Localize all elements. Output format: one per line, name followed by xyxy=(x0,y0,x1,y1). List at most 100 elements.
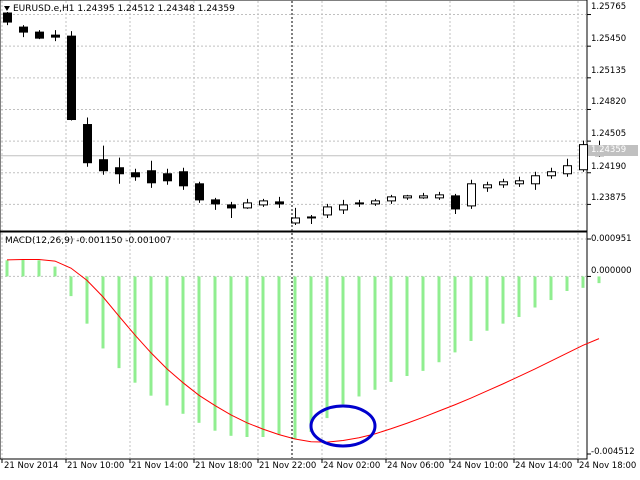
candle-body xyxy=(547,171,556,177)
candle-body xyxy=(115,167,124,175)
price-label: 1.24190 xyxy=(591,162,627,172)
price-label: 1.25135 xyxy=(591,66,627,76)
candle-body xyxy=(307,216,316,219)
symbol-line: EURUSD.e,H1 1.24395 1.24512 1.24348 1.24… xyxy=(13,4,235,14)
histogram-bar xyxy=(357,276,361,397)
candle-body xyxy=(371,200,380,205)
candle-body xyxy=(147,170,156,184)
candle-body xyxy=(19,26,28,33)
histogram-bar xyxy=(117,276,121,369)
macd-level-label: 0.000000 xyxy=(591,266,632,276)
time-label: 24 Nov 14:00 xyxy=(515,461,573,471)
macd-level-label: -0.004512 xyxy=(591,447,635,457)
histogram-bar xyxy=(21,259,25,277)
histogram-bar xyxy=(501,276,505,324)
candle-body xyxy=(211,199,220,205)
time-label: 21 Nov 22:00 xyxy=(259,461,317,471)
histogram-bar xyxy=(165,276,169,406)
histogram-bar xyxy=(469,276,473,341)
macd-panel-title: MACD(12,26,9) -0.001150 -0.001007 xyxy=(5,236,172,246)
histogram-bar xyxy=(485,276,489,331)
histogram-bar xyxy=(245,276,249,437)
time-label: 24 Nov 02:00 xyxy=(323,461,381,471)
histogram-bar xyxy=(533,276,537,308)
histogram-bar xyxy=(341,276,345,405)
chart-menu-arrow-icon[interactable] xyxy=(4,6,10,11)
candle-body xyxy=(243,202,252,209)
time-label: 21 Nov 18:00 xyxy=(195,461,253,471)
signal-line xyxy=(6,259,600,443)
candle-body xyxy=(451,195,460,210)
histogram-bar xyxy=(149,276,153,396)
price-label: 1.24820 xyxy=(591,97,627,107)
axis-ticks xyxy=(1,14,591,463)
time-label: 24 Nov 18:00 xyxy=(579,461,637,471)
candle-body xyxy=(83,124,92,164)
candle-body xyxy=(179,171,188,187)
price-label: 1.25765 xyxy=(591,2,627,12)
candle-body xyxy=(435,194,444,199)
candle-body xyxy=(195,183,204,201)
candle-body xyxy=(355,202,364,205)
candle-body xyxy=(419,195,428,199)
histogram-bar xyxy=(85,276,89,324)
histogram-bar xyxy=(421,276,425,371)
histogram-bar xyxy=(133,276,137,383)
candle-body xyxy=(51,34,60,38)
histogram-bar xyxy=(549,276,553,301)
macd-signal xyxy=(6,259,600,443)
histogram-bar xyxy=(325,276,329,419)
price-label: 1.24505 xyxy=(591,129,627,139)
candle-body xyxy=(515,180,524,185)
histogram-bar xyxy=(197,276,201,423)
histogram-bar xyxy=(37,260,41,277)
histogram-bar xyxy=(213,276,217,431)
candlesticks xyxy=(3,12,604,225)
histogram-bar xyxy=(101,276,105,349)
candle-body xyxy=(467,183,476,207)
histogram-bar xyxy=(517,276,521,317)
histogram-bar xyxy=(389,276,393,382)
price-label: 1.25450 xyxy=(591,34,627,44)
candle-body xyxy=(227,204,236,209)
time-label: 21 Nov 10:00 xyxy=(67,461,125,471)
histogram-bar xyxy=(293,276,297,440)
candle-body xyxy=(483,184,492,189)
histogram-bar xyxy=(181,276,185,414)
histogram-bar xyxy=(597,276,601,284)
histogram-bar xyxy=(229,276,233,436)
candle-body xyxy=(323,206,332,216)
candle-body xyxy=(99,159,108,172)
time-label: 24 Nov 10:00 xyxy=(451,461,509,471)
histogram-bar xyxy=(309,276,313,432)
blue-ellipse xyxy=(309,404,377,448)
candle-body xyxy=(579,144,588,171)
histogram-bar xyxy=(581,276,585,288)
candle-body xyxy=(339,204,348,211)
histogram-bar xyxy=(437,276,441,363)
candle-body xyxy=(387,196,396,202)
current-price-marker: 1.24359 xyxy=(588,145,638,156)
time-label: 21 Nov 14:00 xyxy=(131,461,189,471)
histogram-bar xyxy=(277,276,281,435)
time-label: 24 Nov 06:00 xyxy=(387,461,445,471)
candle-body xyxy=(259,200,268,206)
candle-body xyxy=(499,181,508,186)
price-label: 1.23875 xyxy=(591,193,627,203)
candle-body xyxy=(67,35,76,121)
candle-body xyxy=(3,12,12,23)
annotation-ellipse[interactable] xyxy=(309,404,377,448)
macd-histogram xyxy=(5,259,601,440)
candle-body xyxy=(563,165,572,175)
macd-level-label: 0.000951 xyxy=(591,234,632,244)
candle-body xyxy=(131,172,140,178)
time-label: 21 Nov 2014 xyxy=(4,461,59,471)
candle-body xyxy=(403,195,412,199)
histogram-bar xyxy=(453,276,457,353)
candle-body xyxy=(35,31,44,39)
histogram-bar xyxy=(405,276,409,376)
main-chart-title: EURUSD.e,H1 1.24395 1.24512 1.24348 1.24… xyxy=(4,4,235,14)
main-chart-frame xyxy=(0,0,588,232)
